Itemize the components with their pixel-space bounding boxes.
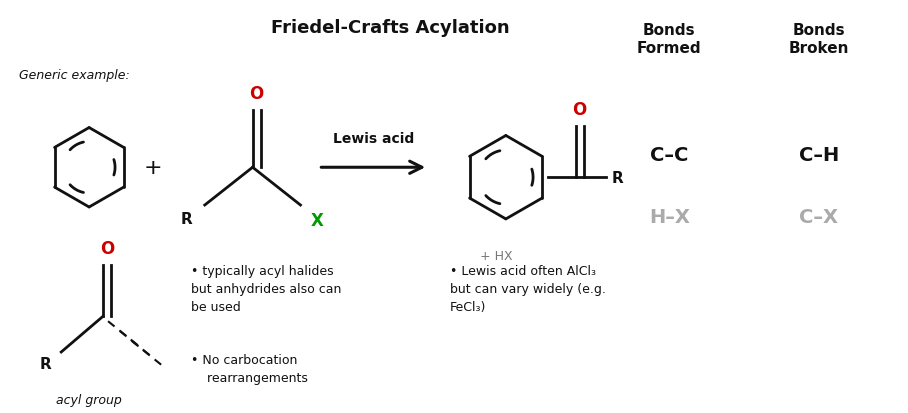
Text: C–C: C–C bbox=[650, 145, 688, 164]
Text: Lewis acid: Lewis acid bbox=[332, 132, 414, 146]
Text: Friedel-Crafts Acylation: Friedel-Crafts Acylation bbox=[271, 19, 509, 37]
Text: • No carbocation
    rearrangements: • No carbocation rearrangements bbox=[191, 353, 308, 384]
Text: C–H: C–H bbox=[799, 145, 839, 164]
Text: • typically acyl halides
but anhydrides also can
be used: • typically acyl halides but anhydrides … bbox=[191, 264, 341, 313]
Text: C–X: C–X bbox=[799, 208, 838, 227]
Text: R: R bbox=[39, 356, 51, 371]
Text: Bonds
Formed: Bonds Formed bbox=[637, 23, 702, 55]
Text: R: R bbox=[181, 211, 192, 226]
Text: Generic example:: Generic example: bbox=[19, 69, 130, 82]
Text: acyl group: acyl group bbox=[56, 393, 122, 406]
Text: + HX: + HX bbox=[479, 249, 512, 262]
Text: Bonds
Broken: Bonds Broken bbox=[789, 23, 849, 55]
Text: H–X: H–X bbox=[649, 208, 690, 227]
Text: • Lewis acid often AlCl₃
but can vary widely (e.g.
FeCl₃): • Lewis acid often AlCl₃ but can vary wi… bbox=[450, 264, 606, 313]
Text: X: X bbox=[311, 211, 323, 229]
Text: +: + bbox=[143, 158, 163, 178]
Text: R: R bbox=[611, 170, 623, 185]
Text: O: O bbox=[100, 239, 114, 257]
Text: O: O bbox=[572, 100, 587, 118]
Text: O: O bbox=[250, 85, 263, 102]
